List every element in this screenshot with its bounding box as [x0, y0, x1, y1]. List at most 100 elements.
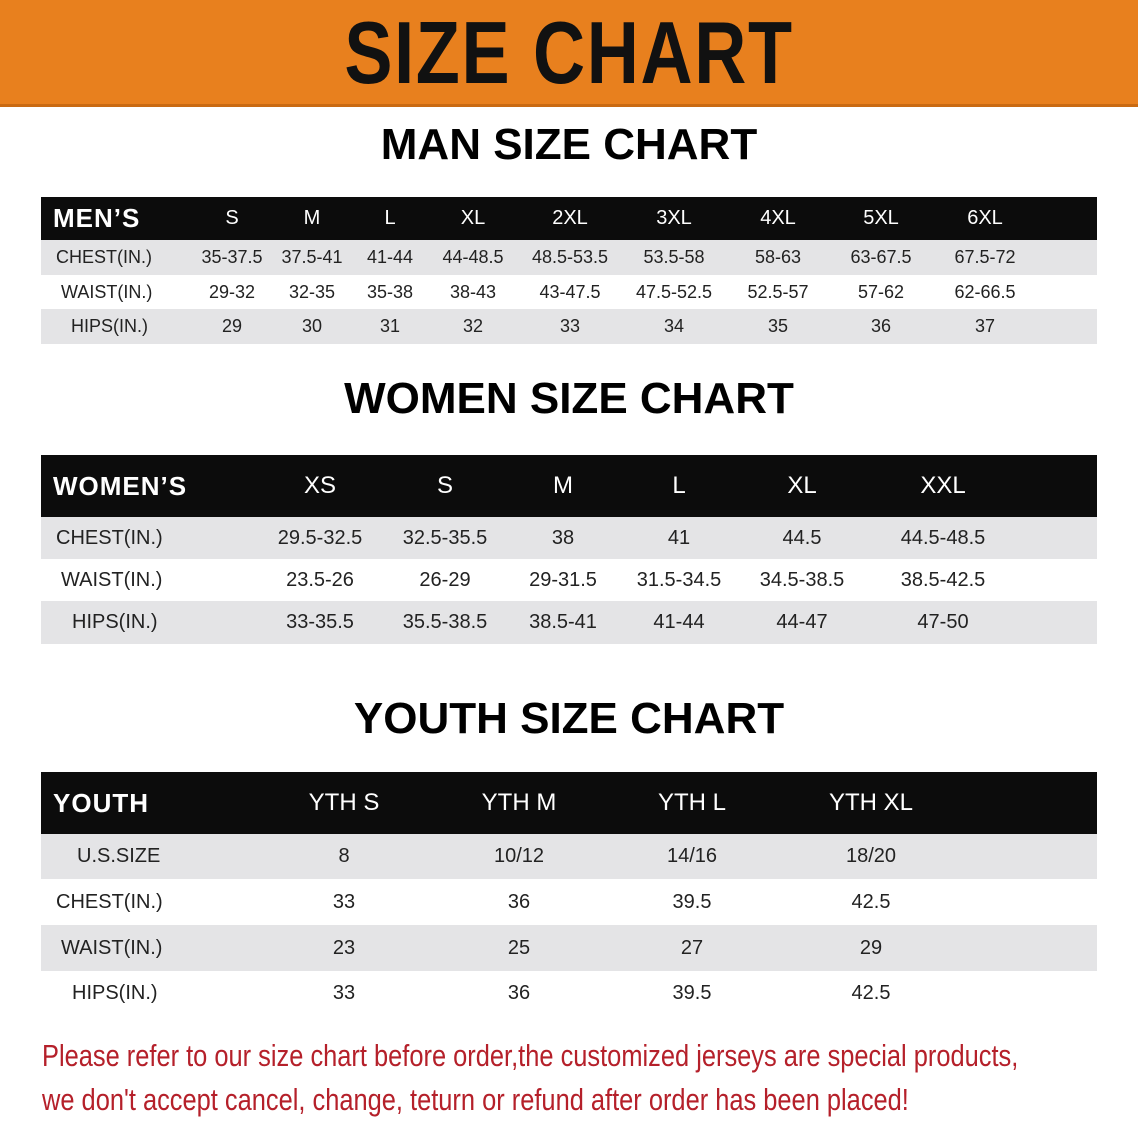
row-label: CHEST(IN.)	[56, 526, 163, 549]
table-cell: 38	[551, 526, 575, 549]
notice-line-2: we don't accept cancel, change, teturn o…	[42, 1082, 909, 1117]
size-header: YTH XL	[828, 789, 914, 816]
men-header-label: MEN’S	[53, 203, 141, 233]
table-cell: 53.5-58	[643, 247, 705, 267]
table-cell: 29.5-32.5	[277, 526, 363, 549]
men-header-row: MEN’S S M L XL 2XL 3XL 4XL 5XL 6XL	[41, 197, 1097, 240]
table-cell: 34	[663, 316, 685, 336]
table-cell: 33	[559, 316, 581, 336]
table-cell: 38-43	[449, 281, 497, 302]
women-header-row: WOMEN’S XS S M L XL XXL	[41, 455, 1097, 517]
table-cell: 42.5	[851, 890, 891, 913]
table-cell: 29-31.5	[529, 568, 597, 591]
table-cell: 33-35.5	[286, 611, 354, 633]
table-cell: 33	[332, 982, 356, 1004]
size-header: YTH M	[481, 789, 557, 816]
size-header: 6XL	[967, 207, 1003, 229]
row-label: HIPS(IN.)	[71, 316, 149, 336]
table-cell: 25	[507, 936, 531, 959]
row-label: CHEST(IN.)	[56, 247, 152, 267]
table-cell: 33	[332, 890, 356, 913]
row-label: WAIST(IN.)	[61, 281, 153, 302]
men-size-table: MEN’S S M L XL 2XL 3XL 4XL 5XL 6XL CHEST(IN.) 35-37…	[41, 197, 1097, 344]
table-cell: 39.5	[672, 890, 712, 913]
size-header: YTH L	[657, 789, 727, 816]
table-cell: 34.5-38.5	[759, 568, 845, 591]
size-chart-banner: SIZE CHART	[0, 0, 1138, 107]
table-cell: 37.5-41	[281, 247, 343, 267]
table-row: WAIST(IN.) 23.5-26 26-29 29-31.5 31.5-34.5 34…	[41, 559, 1097, 601]
size-header: XL	[460, 207, 486, 229]
table-row: CHEST(IN.) 29.5-32.5 32.5-35.5 38 41 44.5 44.5…	[41, 517, 1097, 559]
table-row: WAIST(IN.) 23 25 27 29	[41, 925, 1097, 971]
table-cell: 35-38	[366, 281, 414, 302]
table-cell: 18/20	[845, 845, 897, 867]
table-cell: 52.5-57	[747, 281, 809, 302]
table-cell: 29	[859, 936, 883, 959]
table-row: CHEST(IN.) 35-37.5 37.5-41 41-44 44-48.5 48.5…	[41, 240, 1097, 275]
women-header-label: WOMEN’S	[53, 470, 188, 501]
table-row: HIPS(IN.) 29 30 31 32 33 34 35 36 37	[41, 309, 1097, 344]
table-cell: 29	[221, 316, 243, 336]
youth-size-table: YOUTH YTH S YTH M YTH L YTH XL U.S.SIZE 8 10/12…	[41, 772, 1097, 1016]
table-cell: 35-37.5	[201, 247, 263, 267]
youth-header-label: YOUTH	[53, 787, 149, 818]
size-header: 4XL	[760, 207, 796, 229]
size-header: 5XL	[863, 207, 899, 229]
notice-line-1: Please refer to our size chart before or…	[42, 1038, 1019, 1073]
table-cell: 26-29	[419, 568, 471, 591]
women-size-table: WOMEN’S XS S M L XL XXL CHEST(IN.) 29.5-32.5 32.5…	[41, 455, 1097, 644]
table-cell: 63-67.5	[850, 247, 912, 267]
table-cell: 32.5-35.5	[402, 526, 488, 549]
table-cell: 23	[332, 936, 356, 959]
table-cell: 30	[301, 316, 323, 336]
table-cell: 37	[974, 316, 996, 336]
table-cell: 35.5-38.5	[402, 611, 488, 633]
table-row: U.S.SIZE 8 10/12 14/16 18/20	[41, 834, 1097, 879]
table-cell: 23.5-26	[286, 568, 354, 591]
table-cell: 44.5-48.5	[900, 526, 986, 549]
table-cell: 36	[507, 982, 531, 1004]
table-row: CHEST(IN.) 33 36 39.5 42.5	[41, 879, 1097, 925]
table-cell: 38.5-41	[529, 611, 597, 633]
table-cell: 8	[338, 845, 350, 867]
table-cell: 43-47.5	[539, 281, 601, 302]
table-cell: 36	[870, 316, 892, 336]
table-cell: 57-62	[857, 281, 905, 302]
youth-header-row: YOUTH YTH S YTH M YTH L YTH XL	[41, 772, 1097, 834]
table-row: HIPS(IN.) 33-35.5 35.5-38.5 38.5-41 41-44 44-…	[41, 601, 1097, 644]
table-cell: 41-44	[653, 611, 705, 633]
table-cell: 29-32	[208, 281, 256, 302]
table-cell: 67.5-72	[954, 247, 1016, 267]
size-header: XL	[787, 472, 817, 499]
table-cell: 47-50	[917, 611, 969, 633]
table-cell: 32	[462, 316, 484, 336]
row-label: HIPS(IN.)	[72, 982, 158, 1004]
size-header: 2XL	[552, 207, 588, 229]
table-cell: 38.5-42.5	[900, 568, 986, 591]
table-cell: 41-44	[366, 247, 414, 267]
size-header: YTH S	[308, 789, 380, 816]
table-cell: 41	[667, 526, 691, 549]
banner-title: SIZE CHART	[344, 3, 794, 102]
row-label: WAIST(IN.)	[61, 936, 163, 959]
table-cell: 44-48.5	[442, 247, 504, 267]
table-row: WAIST(IN.) 29-32 32-35 35-38 38-43 43-47.5 47.…	[41, 275, 1097, 309]
table-cell: 27	[680, 936, 704, 959]
size-header: XS	[303, 472, 337, 499]
table-cell: 31	[379, 316, 401, 336]
size-header: S	[225, 207, 239, 229]
row-label: HIPS(IN.)	[72, 611, 158, 633]
row-label: U.S.SIZE	[77, 845, 161, 867]
table-cell: 35	[767, 316, 789, 336]
table-cell: 36	[507, 890, 531, 913]
size-header: L	[672, 472, 686, 499]
youth-section-title: YOUTH SIZE CHART	[353, 694, 785, 743]
size-header: S	[436, 472, 454, 499]
table-cell: 31.5-34.5	[636, 568, 722, 591]
row-label: CHEST(IN.)	[56, 890, 163, 913]
table-row: HIPS(IN.) 33 36 39.5 42.5	[41, 971, 1097, 1016]
size-header: M	[553, 472, 573, 499]
table-cell: 14/16	[666, 845, 718, 867]
men-section-title: MAN SIZE CHART	[380, 120, 758, 169]
